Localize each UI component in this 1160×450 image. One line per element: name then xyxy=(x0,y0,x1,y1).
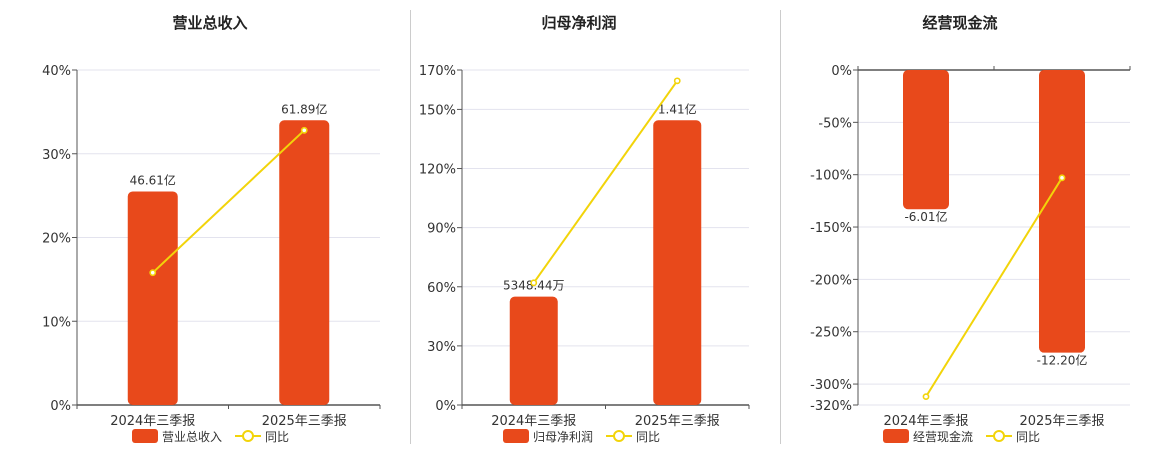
legend-line-marker xyxy=(242,430,254,442)
chart-panel-net-profit: 归母净利润 0% 30% 60% 90% 120% 150% 170% 2024年三季报 2025… xyxy=(411,0,780,450)
y-tick-label: 20% xyxy=(42,232,71,247)
bar-data-label: 46.61亿 xyxy=(130,172,176,187)
bar-data-label: 61.89亿 xyxy=(281,101,327,116)
chart-panel-revenue: 营业总收入 0% 10% 20% 30% 40% 2024年三季报 2025年三季报 46.61… xyxy=(0,0,410,450)
y-tick-label: 10% xyxy=(42,315,71,330)
bar-data-label: -12.20亿 xyxy=(1037,353,1088,368)
line-series xyxy=(152,129,305,274)
bar xyxy=(653,120,702,405)
legend-line-label: 同比 xyxy=(1016,430,1040,444)
legend-bar-label: 经营现金流 xyxy=(913,429,973,444)
y-tick-label: 30% xyxy=(427,340,456,355)
legend-bar-swatch xyxy=(132,429,158,443)
x-tick-label: 2024年三季报 xyxy=(491,414,576,429)
net-profit-chart: 归母净利润 0% 30% 60% 90% 120% 150% 170% 2024年三季报 2025… xyxy=(419,14,750,444)
legend-line-marker xyxy=(613,430,625,442)
x-tick-label: 2024年三季报 xyxy=(110,414,195,429)
x-tick-label: 2025年三季报 xyxy=(1019,414,1104,429)
y-tick-label: 0% xyxy=(50,399,71,414)
y-tick-label: 60% xyxy=(427,281,456,296)
x-tick-label: 2025年三季报 xyxy=(262,414,347,429)
line-point xyxy=(530,279,538,287)
legend-line-marker xyxy=(993,430,1005,442)
bar xyxy=(279,120,330,405)
panel-divider xyxy=(780,10,781,444)
bar xyxy=(903,70,949,210)
line-series xyxy=(925,177,1063,398)
y-tick-label: -250% xyxy=(810,326,852,341)
y-tick-label: -150% xyxy=(810,221,852,236)
bar xyxy=(509,296,558,405)
y-tick-label: 0% xyxy=(831,64,852,79)
cash-flow-chart: 经营现金流 0% -50% -100% -150% -200% -250% -300% -320… xyxy=(810,14,1131,444)
bar xyxy=(1039,70,1085,353)
legend-line-label: 同比 xyxy=(265,430,289,444)
line-point xyxy=(300,126,308,134)
bar-data-label: -6.01亿 xyxy=(904,209,947,224)
bar xyxy=(127,191,178,405)
chart-panel-cash-flow: 经营现金流 0% -50% -100% -150% -200% -250% -300% -320… xyxy=(781,0,1160,450)
chart-title: 归母净利润 xyxy=(541,14,616,32)
x-tick-label: 2025年三季报 xyxy=(635,414,720,429)
y-tick-label: 90% xyxy=(427,222,456,237)
y-tick-label: 0% xyxy=(435,399,456,414)
legend-bar-swatch xyxy=(503,429,529,443)
y-tick-label: -50% xyxy=(818,116,852,131)
panel-divider xyxy=(410,10,411,444)
revenue-chart: 营业总收入 0% 10% 20% 30% 40% 2024年三季报 2025年三季报 46.61… xyxy=(42,14,381,444)
line-point xyxy=(149,269,157,277)
bar-data-label: 1.41亿 xyxy=(658,101,697,116)
line-point xyxy=(922,393,930,401)
line-series xyxy=(532,80,679,284)
y-tick-label: -300% xyxy=(810,378,852,393)
legend-bar-swatch xyxy=(883,429,909,443)
y-tick-label: 150% xyxy=(419,103,456,118)
y-tick-label: 40% xyxy=(42,64,71,79)
y-tick-label: -320% xyxy=(810,399,852,414)
legend-line-label: 同比 xyxy=(636,430,660,444)
line-point xyxy=(1058,174,1066,182)
x-tick-label: 2024年三季报 xyxy=(883,414,968,429)
line-point xyxy=(673,77,681,85)
legend-bar-label: 归母净利润 xyxy=(533,430,593,444)
chart-title: 经营现金流 xyxy=(922,14,997,32)
y-tick-label: 30% xyxy=(42,148,71,163)
legend-bar-label: 营业总收入 xyxy=(162,430,222,444)
y-tick-label: -100% xyxy=(810,169,852,184)
y-tick-label: 170% xyxy=(419,64,456,79)
y-tick-label: 120% xyxy=(419,163,456,178)
y-tick-label: -200% xyxy=(810,273,852,288)
chart-title: 营业总收入 xyxy=(172,14,247,32)
